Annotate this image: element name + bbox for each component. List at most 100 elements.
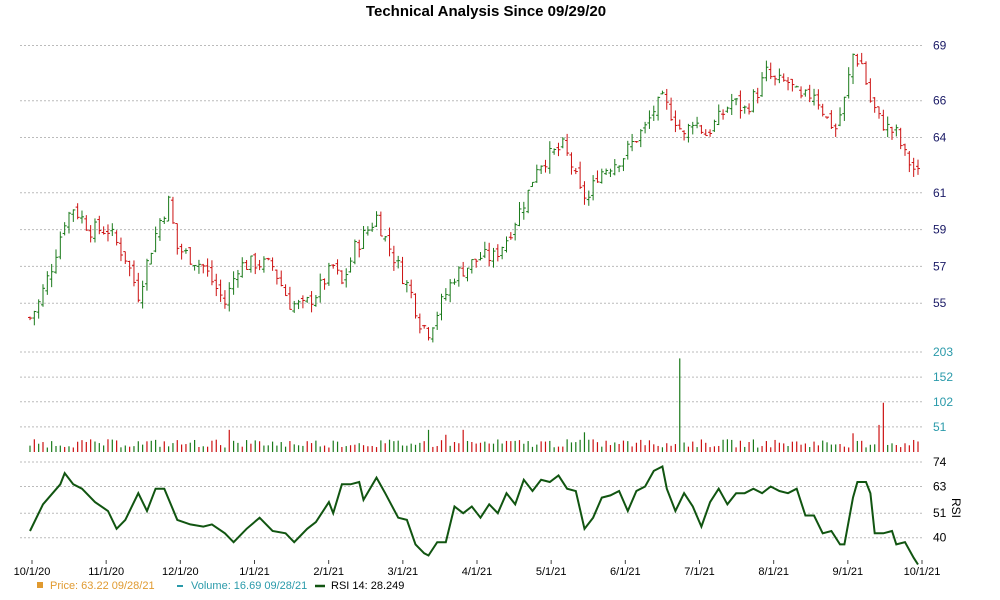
price-bar bbox=[396, 255, 401, 269]
price-bar bbox=[339, 270, 344, 285]
price-bar bbox=[270, 257, 275, 271]
price-bar bbox=[916, 159, 920, 175]
price-bar bbox=[851, 53, 856, 85]
price-bar bbox=[144, 258, 149, 291]
price-bar bbox=[907, 151, 912, 173]
price-bar bbox=[257, 259, 262, 271]
price-bar bbox=[374, 211, 379, 227]
price-candles bbox=[28, 52, 920, 343]
price-bar bbox=[526, 189, 531, 214]
price-bar bbox=[742, 105, 747, 114]
price-tick-label: 66 bbox=[933, 94, 947, 108]
volume-tick-label: 203 bbox=[933, 345, 953, 359]
price-bar bbox=[617, 165, 622, 173]
price-bar bbox=[201, 263, 206, 274]
price-bar bbox=[508, 232, 513, 240]
price-bar bbox=[175, 223, 180, 255]
rsi-gridlines bbox=[20, 461, 922, 539]
price-bar bbox=[192, 264, 197, 271]
price-bar bbox=[348, 257, 353, 273]
price-bar bbox=[318, 273, 323, 303]
price-tick-label: 64 bbox=[933, 131, 947, 145]
price-bar bbox=[846, 67, 851, 99]
price-bar bbox=[790, 78, 795, 92]
volume-gridlines bbox=[20, 351, 922, 428]
price-bar bbox=[595, 170, 600, 183]
price-bar bbox=[28, 316, 32, 321]
price-bar bbox=[604, 168, 609, 176]
price-bar bbox=[71, 209, 76, 222]
price-bar bbox=[881, 109, 886, 131]
price-bar bbox=[695, 116, 700, 129]
price-bar bbox=[898, 127, 903, 150]
rsi-line bbox=[29, 465, 919, 566]
price-bar bbox=[422, 324, 427, 329]
price-bar bbox=[495, 244, 500, 262]
price-bar bbox=[738, 90, 743, 119]
price-bar bbox=[682, 130, 687, 141]
price-bar bbox=[768, 62, 773, 80]
price-bar bbox=[591, 175, 596, 201]
price-bar bbox=[721, 109, 726, 120]
price-bar bbox=[49, 263, 54, 288]
volume-panel: 203 152 102 51 bbox=[20, 345, 953, 452]
price-bar bbox=[32, 310, 37, 326]
x-tick-label: 1/1/21 bbox=[239, 566, 270, 578]
price-bar bbox=[214, 273, 219, 297]
price-bar bbox=[153, 226, 158, 253]
x-tick-label: 7/1/21 bbox=[684, 566, 715, 578]
price-bar bbox=[669, 97, 674, 121]
price-bar bbox=[387, 227, 392, 257]
price-bar bbox=[179, 243, 184, 260]
price-bar bbox=[708, 129, 713, 137]
price-bar bbox=[838, 107, 843, 127]
price-bar bbox=[504, 236, 509, 253]
price-bar bbox=[188, 247, 193, 265]
price-bar bbox=[643, 121, 648, 134]
price-bar bbox=[352, 239, 357, 265]
price-bar bbox=[560, 137, 565, 149]
price-bar bbox=[729, 93, 734, 115]
price-bar bbox=[677, 119, 682, 130]
price-bar bbox=[53, 249, 58, 274]
price-bar bbox=[279, 270, 284, 287]
price-bar bbox=[326, 262, 331, 286]
price-bar bbox=[664, 88, 669, 110]
price-bar bbox=[565, 133, 570, 156]
price-bar bbox=[894, 124, 899, 137]
price-bar bbox=[656, 96, 661, 121]
price-bar bbox=[781, 73, 786, 82]
price-bar bbox=[235, 269, 240, 288]
price-bar bbox=[413, 293, 418, 319]
price-bar bbox=[127, 260, 132, 277]
price-bar bbox=[383, 236, 388, 242]
price-bar bbox=[890, 126, 895, 140]
price-bar bbox=[734, 98, 739, 106]
price-bar bbox=[430, 327, 435, 343]
price-bar bbox=[443, 288, 448, 301]
price-bar bbox=[452, 278, 457, 285]
price-bar bbox=[556, 142, 561, 157]
price-bar bbox=[820, 103, 825, 117]
price-bar bbox=[253, 252, 258, 275]
price-bar bbox=[162, 216, 167, 224]
price-bar bbox=[751, 89, 756, 113]
price-bar bbox=[222, 290, 227, 309]
price-bar bbox=[760, 72, 765, 97]
price-bar bbox=[170, 196, 175, 224]
price-bar bbox=[435, 311, 440, 330]
x-tick-label: 4/1/21 bbox=[462, 566, 493, 578]
price-bar bbox=[608, 168, 613, 178]
price-bar bbox=[690, 121, 695, 135]
x-tick-label: 3/1/21 bbox=[388, 566, 419, 578]
price-bar bbox=[136, 272, 141, 303]
price-bar bbox=[517, 201, 522, 227]
price-bar bbox=[240, 257, 245, 278]
volume-tick-label: 102 bbox=[933, 395, 953, 409]
price-bar bbox=[660, 90, 665, 95]
price-bar bbox=[426, 327, 431, 341]
legend-price-marker bbox=[37, 582, 43, 588]
volume-bars bbox=[29, 358, 919, 452]
price-bar bbox=[292, 300, 297, 313]
price-bar bbox=[621, 158, 626, 172]
